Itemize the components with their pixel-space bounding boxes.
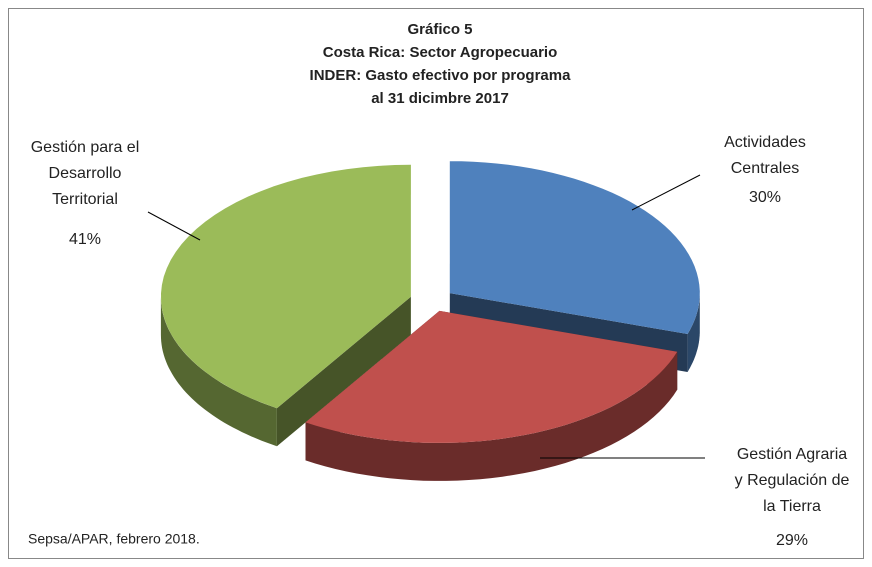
slice-top bbox=[161, 164, 411, 409]
chart-title: al 31 dicimbre 2017 bbox=[371, 90, 509, 107]
category-label: Gestión para el Desarrollo Territorial bbox=[31, 139, 140, 208]
slice-top bbox=[305, 310, 678, 443]
category-label: Gestión Agraria y Regulación de la Tierra bbox=[735, 446, 850, 515]
category-label: Actividades Centrales bbox=[724, 134, 806, 177]
slice-top bbox=[449, 161, 700, 334]
pie-slice bbox=[160, 164, 411, 447]
pie-slice bbox=[305, 310, 678, 481]
chart-title: Costa Rica: Sector Agropecuario bbox=[323, 44, 558, 61]
pie bbox=[160, 161, 700, 481]
value-label: 29% bbox=[776, 532, 808, 549]
slice-wall bbox=[305, 351, 678, 481]
leader-line bbox=[631, 174, 701, 211]
slice-wall bbox=[160, 296, 277, 447]
leader-line bbox=[147, 211, 201, 241]
chart-title: Gráfico 5 bbox=[407, 21, 472, 38]
value-label: 41% bbox=[69, 231, 101, 248]
slice-wall bbox=[687, 293, 700, 372]
value-label: 30% bbox=[749, 189, 781, 206]
chart-title: INDER: Gasto efectivo por programa bbox=[310, 67, 572, 84]
source-note: Sepsa/APAR, febrero 2018. bbox=[28, 531, 200, 547]
slice-side bbox=[276, 296, 411, 447]
